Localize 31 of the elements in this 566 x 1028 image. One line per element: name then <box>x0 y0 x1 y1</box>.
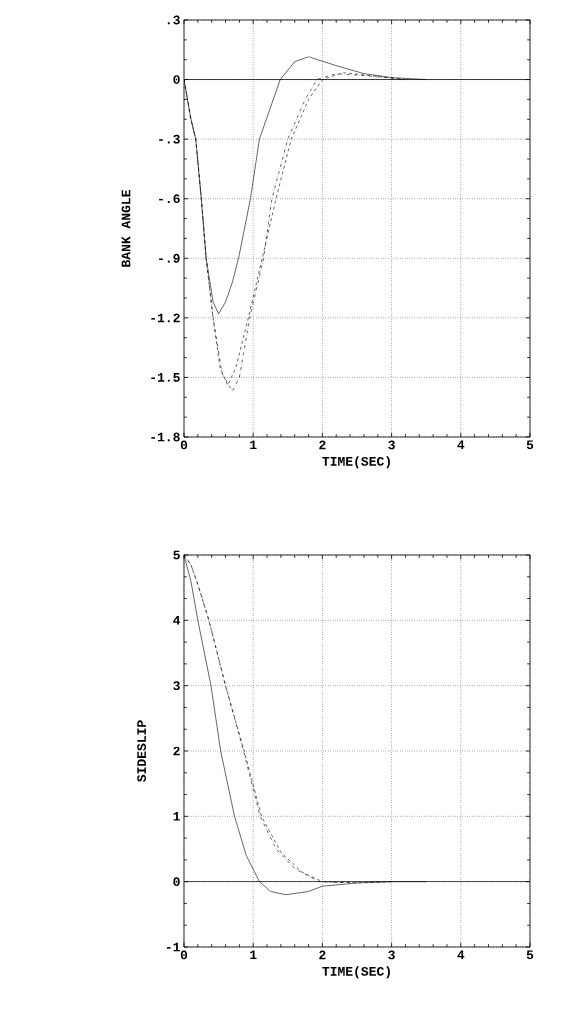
y-tick-label: 0 <box>173 877 180 887</box>
y-tick-label: 5 <box>173 550 180 560</box>
y-axis-title: BANK ANGLE <box>121 190 131 267</box>
y-tick-label: -.9 <box>159 253 180 263</box>
x-tick-label: 2 <box>319 950 326 960</box>
y-tick-label: 3 <box>173 681 180 691</box>
x-tick-label: 5 <box>526 950 534 960</box>
y-tick-label: -1.8 <box>151 432 180 442</box>
y-tick-label: -.3 <box>159 134 180 144</box>
x-axis-title: TIME(SEC) <box>322 456 390 469</box>
x-tick-label: 4 <box>457 950 465 960</box>
y-tick-label: -.6 <box>159 194 180 204</box>
y-tick-label: 1 <box>173 812 180 821</box>
y-tick-label: .3 <box>167 15 180 25</box>
x-tick-label: 1 <box>250 950 257 960</box>
y-tick-label: 2 <box>173 746 180 756</box>
x-tick-label: 0 <box>180 440 188 450</box>
x-tick-label: 1 <box>250 440 257 450</box>
x-tick-label: 2 <box>319 440 326 450</box>
x-tick-label: 5 <box>526 440 534 450</box>
y-tick-label: 0 <box>173 75 180 84</box>
x-tick-label: 0 <box>180 950 188 960</box>
x-tick-label: 3 <box>388 440 395 450</box>
y-tick-label: -1 <box>166 942 180 952</box>
y-tick-label: -1.5 <box>151 373 180 382</box>
x-axis-title: TIME(SEC) <box>322 966 390 979</box>
y-tick-label: 4 <box>173 616 181 625</box>
y-axis-title: SIDESLIP <box>137 720 146 782</box>
y-tick-label: -1.2 <box>151 313 180 323</box>
x-tick-label: 3 <box>388 950 395 960</box>
x-tick-label: 4 <box>457 440 465 450</box>
